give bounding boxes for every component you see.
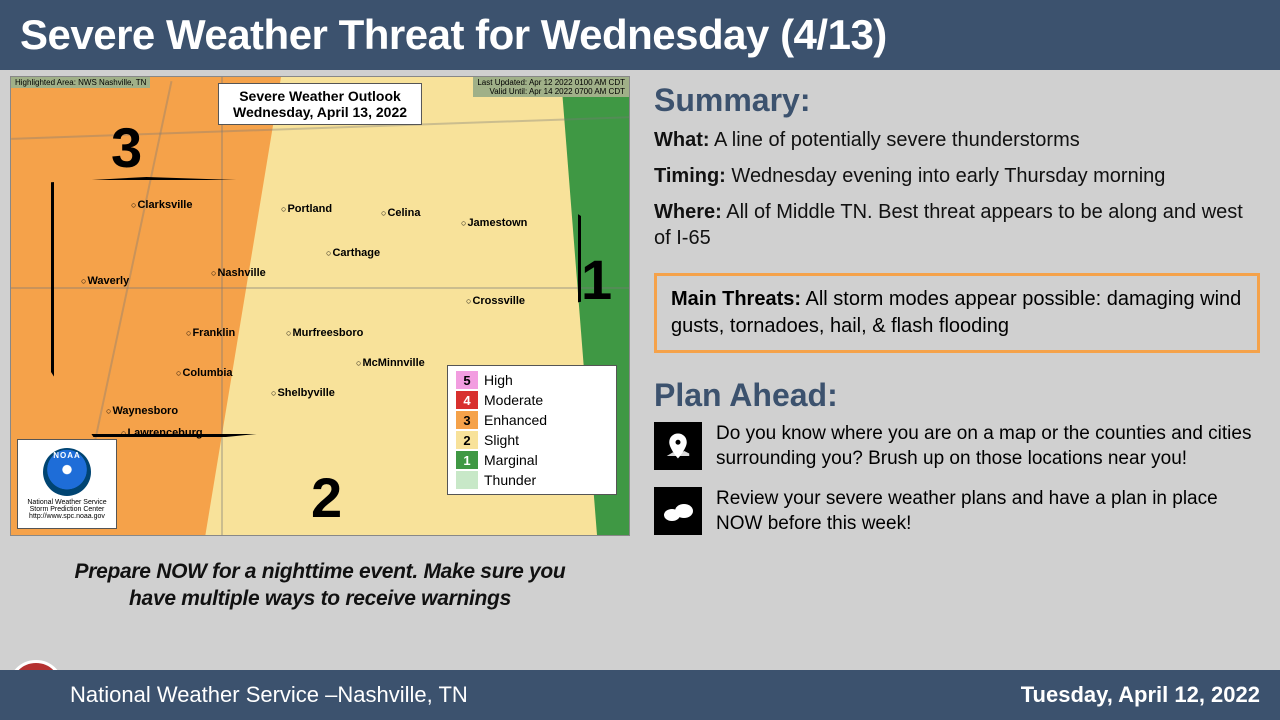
outlook-map: Highlighted Area: NWS Nashville, TN Last… (10, 76, 630, 536)
noaa-logo-icon (43, 448, 91, 496)
noaa-line2: Storm Prediction Center (30, 506, 105, 513)
left-column: Highlighted Area: NWS Nashville, TN Last… (0, 70, 640, 660)
footer-date: Tuesday, April 12, 2022 (1021, 682, 1260, 708)
city-label: Carthage (326, 247, 380, 259)
footer-org: National Weather Service –Nashville, TN (70, 682, 468, 708)
city-label: Jamestown (461, 217, 527, 229)
plan-item: Review your severe weather plans and hav… (654, 487, 1260, 536)
legend-row: 2 Slight (456, 430, 608, 450)
map-meta-right: Last Updated: Apr 12 2022 0100 AM CDT Va… (473, 77, 629, 97)
map-highlighted-area: Highlighted Area: NWS Nashville, TN (11, 77, 150, 88)
summary-heading: Summary: (654, 82, 1260, 119)
city-label: Shelbyville (271, 387, 335, 399)
noaa-attribution: National Weather Service Storm Predictio… (17, 439, 117, 529)
legend-swatch: 5 (456, 371, 478, 389)
where-label: Where: (654, 201, 722, 223)
main-content: Highlighted Area: NWS Nashville, TN Last… (0, 70, 1280, 660)
city-label: Lawrenceburg (121, 427, 203, 439)
city-label: Portland (281, 203, 332, 215)
legend-swatch: 1 (456, 451, 478, 469)
title-bar: Severe Weather Threat for Wednesday (4/1… (0, 0, 1280, 70)
summary-timing: Timing: Wednesday evening into early Thu… (654, 163, 1260, 189)
legend-label: Enhanced (484, 412, 547, 428)
page-title: Severe Weather Threat for Wednesday (4/1… (20, 11, 887, 59)
prepare-note: Prepare NOW for a nighttime event. Make … (10, 558, 630, 613)
legend-label: Slight (484, 432, 519, 448)
city-label: Waynesboro (106, 405, 178, 417)
plan-item: Do you know where you are on a map or th… (654, 422, 1260, 471)
zone-number: 2 (311, 465, 342, 530)
timing-label: Timing: (654, 165, 726, 187)
main-threats-box: Main Threats: All storm modes appear pos… (654, 273, 1260, 353)
legend-swatch: 4 (456, 391, 478, 409)
city-label: Celina (381, 207, 420, 219)
city-label: Franklin (186, 327, 235, 339)
threats-label: Main Threats: (671, 288, 801, 310)
noaa-line1: National Weather Service (27, 499, 106, 506)
city-label: Columbia (176, 367, 233, 379)
legend-label: Marginal (484, 452, 538, 468)
legend-row: 1 Marginal (456, 450, 608, 470)
summary-what: What: A line of potentially severe thund… (654, 127, 1260, 153)
legend-swatch (456, 471, 478, 489)
legend-label: Moderate (484, 392, 543, 408)
timing-text: Wednesday evening into early Thursday mo… (731, 165, 1165, 187)
city-label: Crossville (466, 295, 525, 307)
map-caption: Severe Weather Outlook Wednesday, April … (218, 83, 422, 125)
map-pin-icon (654, 422, 702, 470)
where-text: All of Middle TN. Best threat appears to… (654, 201, 1243, 249)
map-last-updated: Last Updated: Apr 12 2022 0100 AM CDT (477, 78, 625, 87)
map-caption-l2: Wednesday, April 13, 2022 (233, 104, 407, 120)
footer-bar: National Weather Service –Nashville, TN … (0, 670, 1280, 720)
plan-item-text: Do you know where you are on a map or th… (716, 422, 1260, 471)
prepare-note-l2: have multiple ways to receive warnings (10, 585, 630, 612)
map-valid-until: Valid Until: Apr 14 2022 0700 AM CDT (477, 87, 625, 96)
city-label: Waverly (81, 275, 129, 287)
city-label: Clarksville (131, 199, 192, 211)
what-label: What: (654, 129, 710, 151)
legend-label: High (484, 372, 513, 388)
risk-legend: 5 High 4 Moderate 3 Enhanced 2 Slight 1 Marginal T… (447, 365, 617, 495)
map-caption-l1: Severe Weather Outlook (233, 88, 407, 104)
right-column: Summary: What: A line of potentially sev… (640, 70, 1280, 660)
shelter-icon (654, 487, 702, 535)
legend-row: 4 Moderate (456, 390, 608, 410)
zone-number: 1 (581, 247, 612, 312)
legend-swatch: 3 (456, 411, 478, 429)
noaa-url: http://www.spc.noaa.gov (29, 513, 105, 520)
legend-row: 3 Enhanced (456, 410, 608, 430)
legend-row: 5 High (456, 370, 608, 390)
city-label: Nashville (211, 267, 266, 279)
summary-where: Where: All of Middle TN. Best threat app… (654, 199, 1260, 251)
legend-swatch: 2 (456, 431, 478, 449)
plan-heading: Plan Ahead: (654, 377, 1260, 414)
zone-number: 3 (111, 115, 142, 180)
what-text: A line of potentially severe thunderstor… (714, 129, 1080, 151)
prepare-note-l1: Prepare NOW for a nighttime event. Make … (10, 558, 630, 585)
legend-row: Thunder (456, 470, 608, 490)
legend-label: Thunder (484, 472, 536, 488)
city-label: McMinnville (356, 357, 425, 369)
city-label: Murfreesboro (286, 327, 363, 339)
plan-item-text: Review your severe weather plans and hav… (716, 487, 1260, 536)
